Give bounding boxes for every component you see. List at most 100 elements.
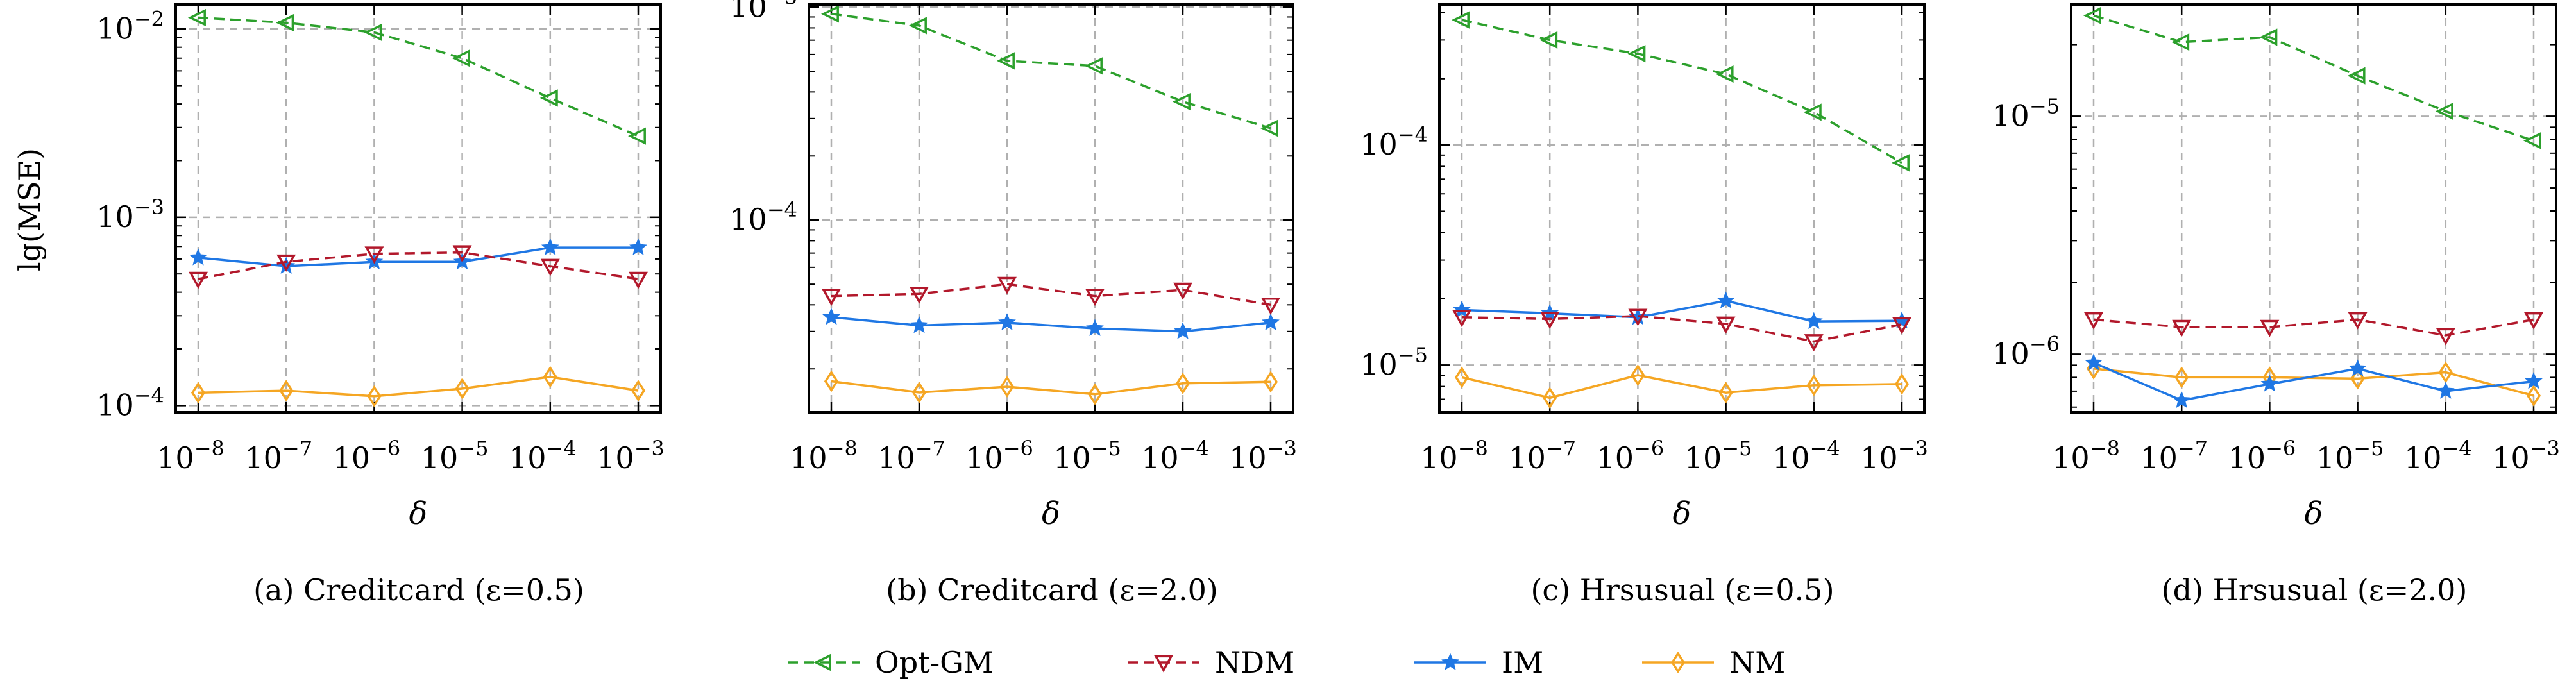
- data-point: [629, 238, 647, 255]
- data-point: [2436, 328, 2455, 346]
- data-point: [1804, 312, 1823, 330]
- data-point: [364, 246, 384, 264]
- series-line: [831, 380, 1271, 396]
- caption-c: (c) Hrsusual (ε=0.5): [1530, 573, 1834, 607]
- series-line: [1461, 299, 1902, 323]
- series-im: [1453, 291, 1911, 330]
- data-point: [1806, 374, 1821, 396]
- y-tick-label: 10−3: [96, 195, 164, 234]
- x-tick-label: 10−6: [1597, 436, 1665, 475]
- data-point: [1892, 317, 1911, 335]
- data-point: [1894, 373, 1910, 395]
- data-point: [2260, 375, 2279, 392]
- data-point: [996, 52, 1015, 70]
- series-opt-gm: [2083, 6, 2541, 149]
- data-point: [364, 23, 382, 42]
- data-point: [191, 382, 206, 404]
- series-ndm: [2084, 312, 2543, 346]
- series-line: [198, 16, 639, 137]
- data-point: [2436, 382, 2455, 399]
- series-line: [831, 316, 1271, 333]
- data-point: [1085, 289, 1105, 307]
- data-point: [2173, 391, 2191, 409]
- series-opt-gm: [1451, 11, 1910, 172]
- data-point: [276, 13, 294, 32]
- data-point: [279, 380, 294, 402]
- panel-creditcard-eps-2-0: 10−4 10−3 10−8 10−7 10−6 10−5 10−4 10−3 δ: [729, 0, 1297, 532]
- plot-frame: [808, 3, 1294, 414]
- series-opt-gm: [187, 8, 646, 145]
- y-tick-label: 10−3: [729, 0, 797, 24]
- x-tick-label: 10−6: [333, 436, 401, 475]
- data-point: [1175, 372, 1191, 394]
- data-point: [1262, 313, 1280, 330]
- legend-label: IM: [1502, 645, 1543, 680]
- series-nm: [2086, 357, 2541, 407]
- x-tick-label: 10−7: [244, 436, 312, 475]
- y-tick-label: 10−4: [1360, 122, 1428, 162]
- data-point: [1718, 382, 1733, 404]
- data-point: [189, 271, 208, 289]
- x-tick-label: 10−7: [1508, 436, 1576, 475]
- data-point: [540, 258, 560, 276]
- x-tick-label: 10−7: [877, 436, 945, 475]
- data-point: [1263, 371, 1278, 393]
- legend-marker: [813, 653, 831, 671]
- data-point: [2085, 353, 2103, 371]
- legend-item-opt-gm: Opt-GM: [788, 645, 994, 680]
- data-point: [1631, 364, 1645, 387]
- series-ndm: [189, 245, 648, 289]
- caption-a: (a) Creditcard (ε=0.5): [253, 573, 584, 607]
- x-tick-label: 10−8: [157, 436, 225, 475]
- x-axis-label: δ: [1042, 496, 1060, 532]
- data-point: [1084, 57, 1103, 75]
- data-point: [2347, 67, 2366, 85]
- data-point: [1628, 308, 1648, 326]
- x-tick-label: 10−8: [1420, 436, 1488, 475]
- y-tick-label: 10−4: [729, 198, 797, 237]
- legend-label: NDM: [1215, 645, 1294, 680]
- y-tick-label: 10−2: [96, 6, 164, 46]
- series-line: [2093, 367, 2534, 397]
- data-point: [1804, 334, 1824, 352]
- x-tick-label: 10−4: [1772, 436, 1840, 475]
- data-point: [997, 276, 1017, 294]
- data-point: [1173, 282, 1192, 300]
- series-im: [2085, 353, 2543, 409]
- x-tick-label: 10−6: [965, 436, 1033, 475]
- legend-marker: [1441, 653, 1459, 670]
- plot-frame: [1438, 3, 1926, 414]
- x-tick-label: 10−4: [2404, 436, 2472, 475]
- x-tick-label: 10−3: [1860, 436, 1928, 475]
- data-point: [1627, 45, 1646, 63]
- data-point: [2174, 366, 2189, 389]
- series-ndm: [822, 276, 1280, 315]
- series-line: [1461, 374, 1902, 400]
- data-point: [543, 366, 557, 388]
- data-point: [1715, 65, 1734, 83]
- data-point: [2524, 312, 2543, 330]
- series-line: [198, 375, 639, 398]
- data-point: [908, 17, 927, 35]
- data-point: [187, 8, 206, 27]
- data-point: [998, 313, 1016, 330]
- y-tick-label: 10−6: [1992, 332, 2060, 371]
- y-tick-label: 10−4: [96, 383, 164, 422]
- plot-frame: [174, 3, 662, 414]
- legend-marker: [1154, 655, 1173, 673]
- legend-marker: [1670, 651, 1686, 674]
- series-line: [198, 251, 639, 280]
- x-tick-label: 10−5: [421, 436, 489, 475]
- data-point: [2084, 312, 2103, 330]
- panel-hrsusual-eps-2-0: 10−6 10−5 10−8 10−7 10−6 10−5 10−4 10−3 δ: [1992, 3, 2560, 532]
- data-point: [1454, 366, 1470, 389]
- x-tick-label: 10−5: [1053, 436, 1121, 475]
- data-point: [452, 49, 470, 67]
- data-point: [2260, 319, 2280, 337]
- data-point: [1087, 383, 1103, 405]
- data-point: [1539, 31, 1558, 49]
- data-point: [627, 127, 646, 145]
- panel-hrsusual-eps-0-5: 10−5 10−4 10−8 10−7 10−6 10−5 10−4 10−3 δ: [1360, 3, 1928, 532]
- data-point: [2171, 33, 2190, 51]
- legend-item-im: IM: [1414, 645, 1543, 680]
